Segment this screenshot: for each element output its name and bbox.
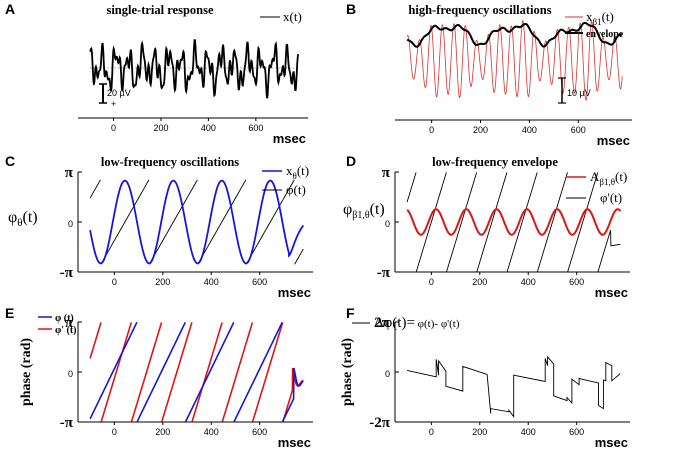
- y-axis-label: φβ1,θ(t): [343, 201, 385, 221]
- x-tick-label: 200: [472, 427, 487, 437]
- y-axis-label: phase (rad): [19, 338, 34, 406]
- panel-title: low-frequency envelope: [432, 155, 558, 169]
- y-tick-label: -π: [60, 265, 74, 281]
- x-tick-label: 600: [569, 427, 584, 437]
- x-tick-label: 400: [521, 427, 536, 437]
- panel-letter-a: A: [5, 1, 15, 17]
- x-tick-label: 200: [472, 277, 487, 287]
- x-tick-label: 200: [155, 277, 170, 287]
- y-tick-label: -2π: [369, 415, 390, 431]
- x-tick-label: 0: [111, 123, 116, 133]
- panel-letter-b: B: [346, 1, 356, 17]
- legend-label-phi-prime: φ'(t): [600, 190, 622, 205]
- x-tick-label: 0: [112, 277, 117, 287]
- x-tick-label: 400: [522, 125, 537, 135]
- panel-title: low-frequency oscillations: [101, 155, 239, 169]
- series-delta-phi: [407, 357, 620, 417]
- panel-letter-c: C: [5, 153, 15, 169]
- x-tick-label: 600: [569, 277, 584, 287]
- x-tick-label: 400: [204, 277, 219, 287]
- panel-title: single-trial response: [106, 3, 214, 17]
- legend-label-x-theta: xθ(t): [286, 163, 309, 181]
- legend-label-phi: φ (t): [55, 313, 74, 324]
- y-tick-label: π: [382, 165, 391, 181]
- x-axis-label: msec: [273, 131, 306, 146]
- x-axis-label: msec: [595, 435, 628, 450]
- x-tick-label: 400: [204, 427, 219, 437]
- scale-bar-label: 20 µV: [107, 88, 131, 98]
- panel-letter-f: F: [346, 305, 355, 321]
- legend-label-envelope: envelope: [586, 29, 624, 40]
- legend-label-phi: φ(t): [286, 182, 306, 197]
- panel-d: 0 200 400 600 msec low-frequency envelope π 0 -π…: [343, 155, 630, 300]
- y-tick-label: π: [65, 165, 74, 181]
- figure: A B C D E F 0 200 400 600 msec single-trial respons…: [0, 0, 680, 452]
- x-tick-label: 600: [252, 277, 267, 287]
- panel-letter-e: E: [5, 305, 14, 321]
- series-phi-prime: [90, 322, 303, 421]
- y-tick-label: 0: [385, 369, 390, 379]
- legend-label-a: Aβ1,θ(t): [590, 169, 627, 187]
- y-tick-label: -π: [377, 265, 391, 281]
- legend-label-delta-phi: Δφ(t)= φ(t)- φ'(t): [374, 315, 460, 331]
- y-tick-label: 0: [68, 369, 73, 379]
- panel-c: 0 200 400 600 msec low-frequency oscillations…: [8, 155, 313, 300]
- x-tick-label: 0: [112, 427, 117, 437]
- panel-b: 0 200 400 600 msec high-frequency oscillation…: [395, 3, 632, 148]
- series-a-beta1-theta: [407, 209, 620, 234]
- x-axis-label: msec: [278, 285, 311, 300]
- scale-bar-minus: -: [110, 73, 113, 83]
- y-tick-label: -π: [60, 415, 74, 431]
- scale-bar-label: 10 µV: [567, 88, 591, 98]
- y-axis-label: φθ(t): [8, 209, 38, 229]
- x-tick-label: 0: [429, 277, 434, 287]
- x-tick-label: 600: [571, 125, 586, 135]
- x-tick-label: 600: [248, 123, 263, 133]
- x-tick-label: 400: [521, 277, 536, 287]
- legend-label-x-beta1: xβ1(t): [586, 9, 614, 27]
- x-tick-label: 200: [153, 123, 168, 133]
- y-tick-label: 0: [385, 219, 390, 229]
- scale-bar-plus: +: [111, 99, 116, 109]
- x-tick-label: 400: [201, 123, 216, 133]
- legend-label: x(t): [283, 9, 302, 24]
- x-axis-label: msec: [597, 133, 630, 148]
- x-tick-label: 200: [155, 427, 170, 437]
- x-tick-label: 0: [429, 427, 434, 437]
- y-axis-label: phase (rad): [340, 338, 355, 406]
- panel-letter-d: D: [346, 153, 356, 169]
- x-axis-label: msec: [595, 285, 628, 300]
- legend-label-phi-prime: φ' (t): [55, 325, 77, 336]
- panel-a: 0 200 400 600 msec single-trial response - 20 µ…: [78, 3, 308, 146]
- x-tick-label: 0: [429, 125, 434, 135]
- x-tick-label: 600: [252, 427, 267, 437]
- y-tick-label: 0: [68, 219, 73, 229]
- series-phi-t: [90, 180, 303, 264]
- x-tick-label: 200: [473, 125, 488, 135]
- series-phi-prime: [407, 172, 620, 271]
- x-axis-label: msec: [278, 435, 311, 450]
- panel-title: high-frequency oscillations: [408, 3, 551, 17]
- series-x-theta: [90, 181, 303, 264]
